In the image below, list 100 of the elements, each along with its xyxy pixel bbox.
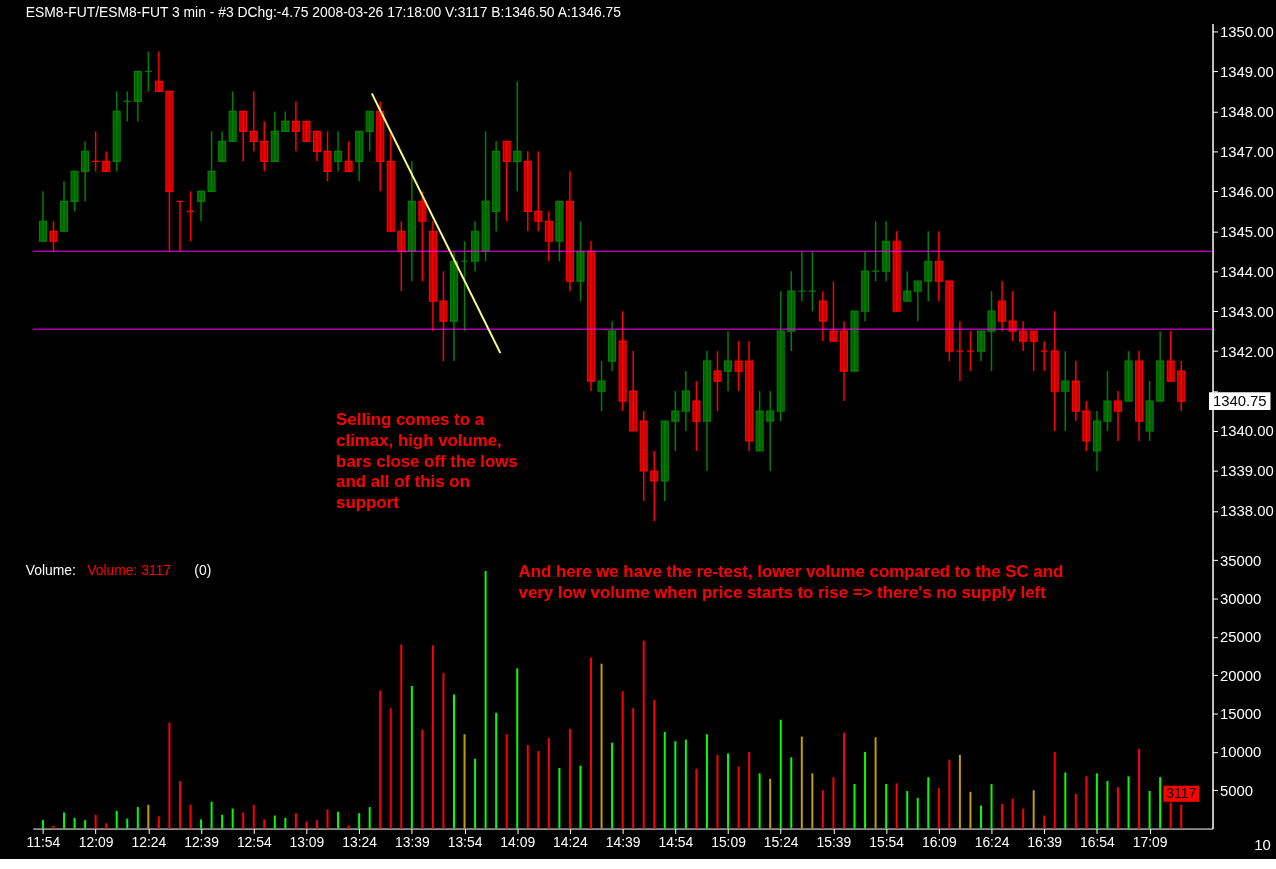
x-tick-label: 16:39	[1027, 833, 1063, 850]
candlestick	[913, 280, 922, 322]
candlestick	[681, 370, 690, 432]
candlestick	[829, 280, 838, 342]
candlestick	[544, 210, 553, 262]
y2-tick-label: 5000	[1219, 782, 1254, 799]
y-tick-label: 1343.00	[1219, 303, 1274, 320]
y-tick-label: 1350.00	[1219, 23, 1274, 40]
x-tick-label: 12:24	[131, 833, 167, 850]
candlestick	[312, 130, 322, 163]
y-tick-label: 1348.00	[1219, 103, 1274, 120]
candlestick	[1029, 330, 1038, 372]
x-tick-label: 16:24	[974, 833, 1010, 850]
y-tick-label: 1347.00	[1219, 143, 1274, 160]
candlestick	[218, 130, 227, 163]
y-tick-label: 1349.00	[1219, 63, 1274, 80]
candlestick	[766, 390, 775, 472]
candlestick	[323, 130, 332, 183]
y2-tick-label: 30000	[1219, 591, 1262, 607]
y2-tick-label: 35000	[1219, 552, 1262, 569]
y2-tick-label: 25000	[1219, 629, 1262, 646]
x-tick-label: 16:09	[921, 833, 957, 850]
candlestick	[1019, 320, 1028, 352]
x-tick-label: 14:39	[605, 833, 641, 850]
x-tick-label: 15:09	[711, 833, 747, 850]
candlestick	[903, 270, 912, 302]
y-tick-label: 1342.00	[1219, 343, 1274, 360]
candlestick	[723, 330, 733, 392]
x-tick-label: 12:39	[184, 833, 220, 850]
candlestick	[671, 390, 680, 452]
candlestick	[1103, 370, 1112, 432]
candlestick	[38, 190, 48, 242]
candlestick	[1061, 350, 1070, 432]
candlestick	[102, 150, 111, 173]
x-tick-label: 16:54	[1080, 833, 1116, 850]
candlestick	[365, 110, 374, 153]
y-tick-label: 1345.00	[1219, 223, 1274, 240]
candlestick	[1166, 330, 1175, 382]
y-tick-label: 1346.00	[1219, 183, 1274, 200]
x-tick-label: 12:09	[78, 833, 114, 850]
candlestick	[397, 220, 406, 292]
candlestick	[344, 140, 353, 173]
y-tick-label: 1344.00	[1219, 263, 1274, 280]
candlestick	[987, 290, 996, 372]
x-tick-label: 13:39	[394, 833, 430, 850]
candlestick	[976, 330, 986, 362]
x-tick-label: 14:54	[658, 833, 694, 850]
candlestick	[818, 290, 827, 342]
candlestick	[534, 150, 543, 233]
data-label: 3117	[1166, 784, 1197, 801]
candlestick	[239, 110, 248, 163]
candlestick	[81, 140, 90, 203]
candlestick	[734, 340, 743, 392]
candlestick	[439, 270, 448, 362]
candlestick	[418, 190, 427, 282]
x-tick-label: 13:24	[342, 833, 378, 850]
y2-tick-label: 10000	[1219, 744, 1262, 761]
x-tick-label: 13:09	[289, 833, 325, 850]
candlestick	[291, 100, 300, 153]
candlestick	[597, 360, 606, 412]
text: 10	[1254, 837, 1271, 854]
candlestick	[692, 380, 701, 452]
candlestick	[997, 280, 1007, 332]
y2-tick-label: 20000	[1219, 667, 1262, 684]
candlestick	[1008, 290, 1017, 342]
x-tick-label: 12:54	[236, 833, 272, 850]
candlestick	[49, 220, 58, 252]
candlestick	[1113, 390, 1123, 442]
y-tick-label: 1340.00	[1219, 423, 1274, 440]
candlestick	[249, 90, 258, 153]
candlestick	[154, 50, 163, 93]
annotation: (0)	[194, 561, 212, 578]
candlestick	[333, 130, 343, 173]
annotation: 1340.75	[1212, 393, 1267, 410]
chart-title: ESM8-FUT/ESM8-FUT 3 min - #3 DChg:-4.75 2008-03-26 17:18:00 V:3117 B:1346.50 A:1346.75	[25, 3, 622, 20]
x-tick-label: 11:54	[26, 833, 61, 850]
candlestick	[713, 350, 722, 412]
candlestick	[502, 140, 511, 223]
candlestick	[513, 80, 522, 193]
annotation: And here we have the re-test, lower volume compared to the SC and very low volume when price starts to rise => there's no supply left	[518, 561, 1064, 602]
annotation: Volume: 3117	[87, 561, 172, 578]
candlestick	[302, 120, 311, 143]
candlestick	[281, 110, 290, 133]
candlestick	[934, 230, 943, 302]
y-tick-label: 1338.00	[1219, 503, 1274, 520]
y-tick-label: 1339.00	[1219, 463, 1274, 480]
candlestick	[924, 230, 933, 302]
x-tick-label: 14:24	[553, 833, 589, 850]
x-tick-label: 17:09	[1132, 833, 1168, 850]
candlestick	[260, 120, 269, 173]
annotation: Volume:	[25, 561, 76, 578]
candlestick	[207, 130, 216, 193]
y2-tick-label: 15000	[1219, 706, 1262, 722]
candlestick	[650, 450, 659, 522]
x-tick-label: 14:09	[500, 833, 536, 850]
x-tick-label: 15:24	[763, 833, 799, 850]
x-tick-label: 13:54	[447, 833, 483, 850]
x-tick-label: 15:39	[816, 833, 852, 850]
annotation: Selling comes to a climax, high volume, bars close off the lows and all of this on support	[336, 410, 518, 513]
candlestick	[196, 190, 206, 223]
